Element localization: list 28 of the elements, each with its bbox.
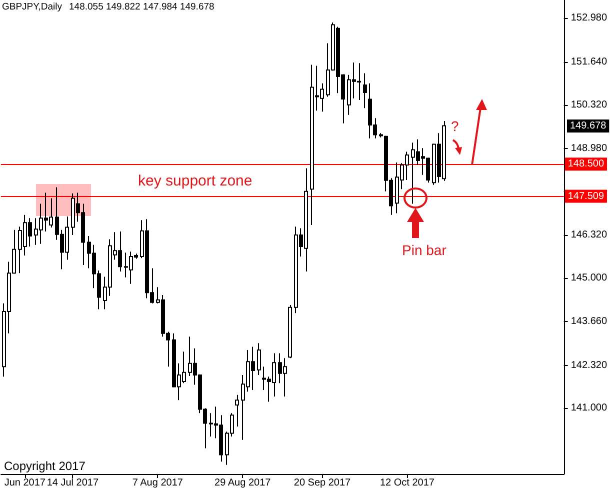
y-tick-label: 152.980 xyxy=(570,12,608,24)
chart-subtitle: 148.055 149.822 147.984 149.678 xyxy=(69,2,214,12)
chart-title: GBPJPY,Daily xyxy=(2,2,62,12)
y-tick-label: 143.660 xyxy=(570,316,608,328)
text: 149.678 xyxy=(570,120,607,132)
x-tick-label: 20 Sep 2017 xyxy=(294,478,352,488)
y-tick-label: 145.000 xyxy=(570,272,608,284)
x-tick-label: Jun 2017 xyxy=(4,478,46,488)
x-tick-label: 14 Jul 2017 xyxy=(46,478,99,488)
candlestick xyxy=(257,342,261,376)
candlestick xyxy=(288,304,292,359)
x-tick-label: 7 Aug 2017 xyxy=(132,478,184,488)
ref-line-label: 148.500 xyxy=(568,158,604,170)
annotation: key support zone xyxy=(138,172,252,190)
x-tick-label: 29 Aug 2017 xyxy=(214,478,272,488)
candlestick xyxy=(235,394,239,427)
ref-line-label: 147.509 xyxy=(568,190,604,202)
annotation: ? xyxy=(451,118,459,134)
candlestick xyxy=(363,72,367,109)
y-tick-label: 141.000 xyxy=(570,402,608,414)
annotation: Pin bar xyxy=(402,242,447,258)
y-tick-label: 151.640 xyxy=(570,56,608,68)
y-tick-label: 148.980 xyxy=(570,142,608,154)
y-tick-label: 142.320 xyxy=(570,360,608,371)
annotation: Copyright 2017 xyxy=(4,459,86,473)
x-tick-label: 12 Oct 2017 xyxy=(380,478,435,488)
y-tick-label: 146.320 xyxy=(570,230,608,241)
y-tick-label: 150.320 xyxy=(570,99,608,110)
